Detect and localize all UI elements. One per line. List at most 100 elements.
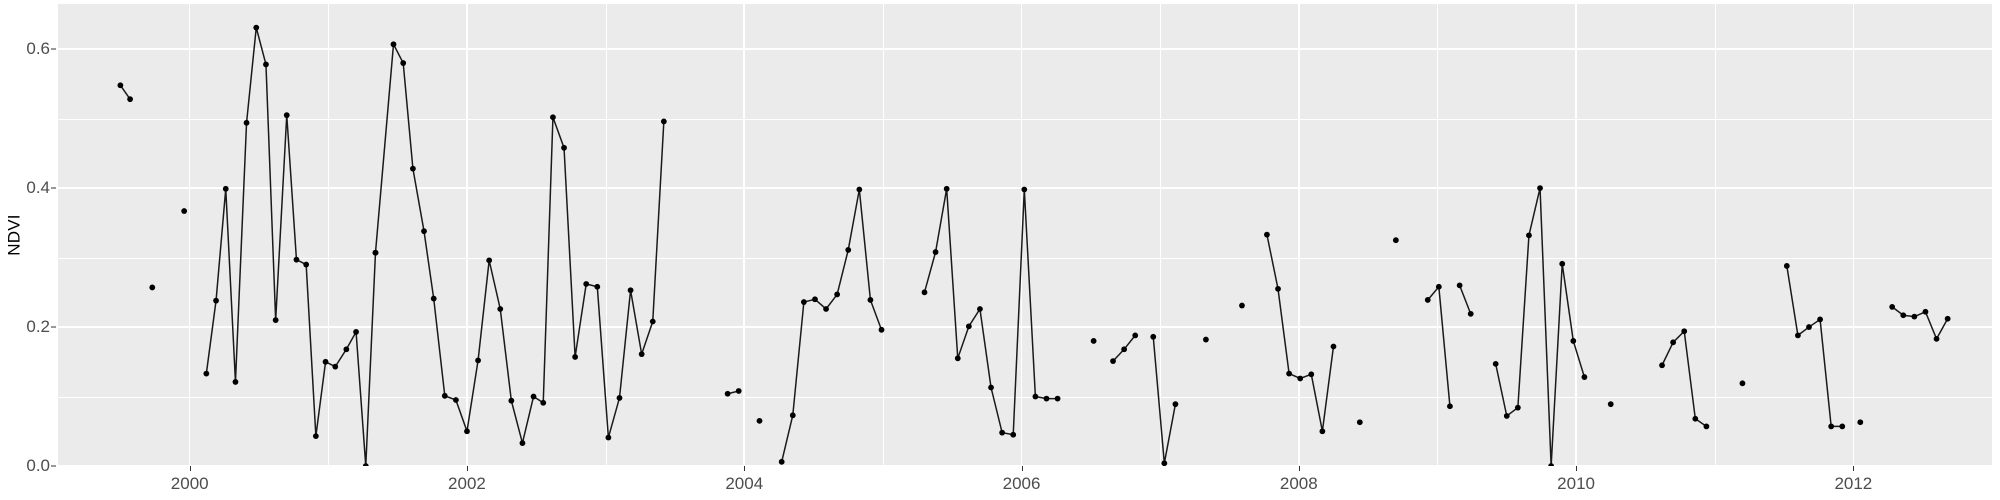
data-point xyxy=(735,388,742,394)
x-axis-tick-labels: 2000 2002 2004 2006 2008 2010 2012 xyxy=(58,466,1992,500)
y-axis-tick-mark xyxy=(51,48,56,50)
data-point xyxy=(430,295,437,302)
series-line-segment xyxy=(1266,234,1335,432)
y-axis-tick-labels: 0.0 0.2 0.4 0.6 xyxy=(26,0,56,500)
data-point xyxy=(1857,419,1864,426)
data-point xyxy=(1110,358,1116,364)
data-point xyxy=(1570,338,1577,344)
gridline-minor-vertical xyxy=(1160,4,1162,466)
data-point xyxy=(452,397,459,403)
data-point xyxy=(1911,313,1918,320)
data-point xyxy=(1514,404,1521,411)
data-point xyxy=(475,357,481,364)
series-line-segment xyxy=(1786,265,1843,428)
series-line-segment xyxy=(1458,285,1472,315)
data-point xyxy=(1503,413,1510,419)
series-line-segment xyxy=(1661,329,1707,428)
data-point xyxy=(1161,460,1168,466)
data-point xyxy=(1297,375,1304,382)
y-axis-tick-label: 0.4 xyxy=(26,178,50,198)
y-axis-tick-label: 0.2 xyxy=(26,317,50,337)
data-point xyxy=(149,284,156,291)
data-point xyxy=(1703,423,1710,430)
data-point xyxy=(283,112,290,119)
data-point xyxy=(1526,232,1532,239)
data-point xyxy=(1839,423,1846,430)
gridline-major-vertical xyxy=(743,4,746,466)
data-point xyxy=(303,261,310,268)
data-point xyxy=(203,370,210,377)
data-point xyxy=(550,114,556,121)
gridline-minor-vertical xyxy=(1714,4,1716,466)
gridline-minor-vertical xyxy=(1437,4,1439,466)
data-point xyxy=(400,60,407,66)
data-point xyxy=(988,384,994,391)
data-point xyxy=(181,208,188,214)
data-point xyxy=(660,118,667,125)
data-point xyxy=(724,390,731,397)
data-point xyxy=(1150,333,1157,340)
gridline-minor-horizontal xyxy=(58,257,1992,259)
gridline-minor-horizontal xyxy=(58,118,1992,120)
data-point xyxy=(1828,423,1835,430)
data-point xyxy=(1424,297,1431,303)
data-point xyxy=(1659,362,1665,369)
data-point xyxy=(1581,374,1588,380)
x-axis-tick-label: 2002 xyxy=(448,474,486,493)
data-point xyxy=(878,326,885,333)
data-point xyxy=(921,289,928,296)
data-point xyxy=(486,257,493,264)
data-point xyxy=(1275,285,1281,292)
data-point xyxy=(845,247,852,253)
data-point xyxy=(1021,186,1028,193)
gridline-major-horizontal xyxy=(58,465,1992,466)
data-point xyxy=(1330,343,1337,350)
data-point xyxy=(1944,315,1951,322)
data-point xyxy=(441,392,448,399)
data-point xyxy=(594,283,601,290)
data-point xyxy=(213,297,219,304)
data-point xyxy=(1356,419,1363,426)
y-axis-title-label: NDVI xyxy=(5,214,25,256)
x-axis-tick-mark xyxy=(1853,466,1855,471)
data-point xyxy=(572,354,579,360)
data-point xyxy=(823,306,829,312)
data-point xyxy=(362,463,369,466)
data-point xyxy=(1286,370,1293,377)
y-axis-tick-mark xyxy=(51,465,56,467)
data-point xyxy=(1239,302,1245,309)
gridline-minor-horizontal xyxy=(58,396,1992,398)
data-point xyxy=(1889,304,1896,310)
data-point xyxy=(1607,401,1614,408)
data-point xyxy=(778,458,785,465)
data-series-layer xyxy=(117,24,1951,466)
data-point xyxy=(353,329,359,335)
data-point xyxy=(1032,393,1039,400)
data-point xyxy=(540,399,547,406)
x-axis-tick-label: 2000 xyxy=(170,474,209,493)
data-point xyxy=(1692,415,1699,422)
data-point xyxy=(1447,403,1453,410)
data-point xyxy=(1132,332,1139,339)
data-point xyxy=(312,433,319,440)
data-point xyxy=(954,355,961,362)
data-point xyxy=(322,358,329,365)
data-point xyxy=(999,429,1006,436)
data-point xyxy=(519,440,526,446)
data-point xyxy=(127,96,133,103)
data-point xyxy=(293,256,300,263)
data-point xyxy=(1090,338,1097,344)
series-line-segment xyxy=(205,27,377,466)
data-point xyxy=(1670,339,1677,346)
y-axis-tick-mark xyxy=(51,326,56,328)
data-point xyxy=(605,434,612,441)
series-line-segment xyxy=(1152,336,1177,464)
data-point xyxy=(243,119,250,126)
data-point xyxy=(272,317,279,324)
data-point xyxy=(1308,371,1315,378)
gridline-major-horizontal xyxy=(58,326,1992,328)
x-axis-tick-mark xyxy=(189,466,191,471)
data-point xyxy=(1319,428,1326,435)
data-point xyxy=(1054,395,1061,402)
